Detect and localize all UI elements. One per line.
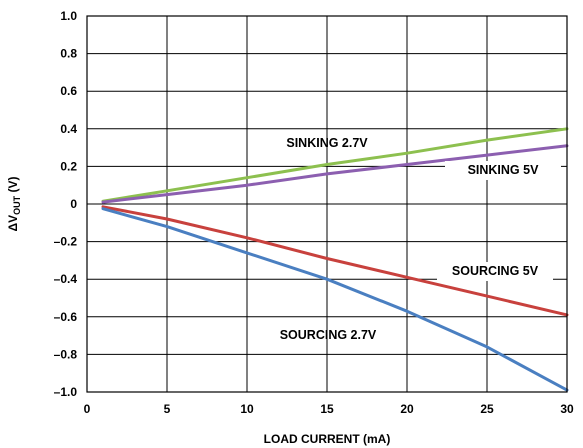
x-tick-label: 5: [164, 402, 171, 416]
series-annotation: SINKING 2.7V: [286, 136, 368, 150]
y-tick-label: 0.4: [60, 122, 77, 136]
annotation-layer: SINKING 2.7V SINKING 5V SOURCING 5V SOURCIN…: [280, 136, 561, 342]
x-tick-label: 10: [240, 402, 254, 416]
plot-frame: [86, 15, 568, 393]
annotation-background: [437, 262, 553, 281]
x-tick-label: 0: [84, 402, 91, 416]
x-tick-label: 20: [400, 402, 414, 416]
y-tick-label: 0.2: [60, 159, 77, 173]
annotation-background: [445, 161, 561, 180]
y-tick-label: –0.8: [54, 347, 78, 361]
y-tick-labels: 1.0 0.8 0.6 0.4 0.2 0 –0.2 –0.4 –0.6 –0.8 –1.0: [54, 9, 78, 399]
x-tick-label: 25: [480, 402, 494, 416]
y-axis-title-main: ΔV: [6, 215, 20, 232]
series-line: [101, 144, 569, 204]
series-annotation: SINKING 5V: [468, 163, 540, 177]
series-line: [101, 207, 569, 392]
x-tick-labels: 0 5 10 15 20 25 30: [84, 402, 574, 416]
y-axis-title: ΔVOUT (V): [6, 177, 22, 232]
y-axis-title-subscript: OUT: [12, 195, 22, 215]
series-annotation: SOURCING 5V: [452, 264, 539, 278]
y-tick-label: 0: [70, 197, 77, 211]
y-axis-title-unit: (V): [6, 177, 20, 196]
y-tick-label: –0.2: [54, 235, 78, 249]
x-axis-title: LOAD CURRENT (mA): [264, 432, 391, 446]
y-tick-label: 1.0: [60, 9, 77, 23]
series-line: [101, 205, 569, 317]
y-tick-label: –0.4: [54, 272, 78, 286]
y-tick-label: –0.6: [54, 310, 78, 324]
x-tick-label: 15: [320, 402, 334, 416]
x-tick-label: 30: [560, 402, 574, 416]
y-tick-label: –1.0: [54, 385, 78, 399]
y-tick-label: 0.8: [60, 47, 77, 61]
series-annotation: SOURCING 2.7V: [280, 328, 377, 342]
series-layer: [101, 127, 569, 392]
y-tick-label: 0.6: [60, 84, 77, 98]
series-line: [101, 127, 569, 203]
